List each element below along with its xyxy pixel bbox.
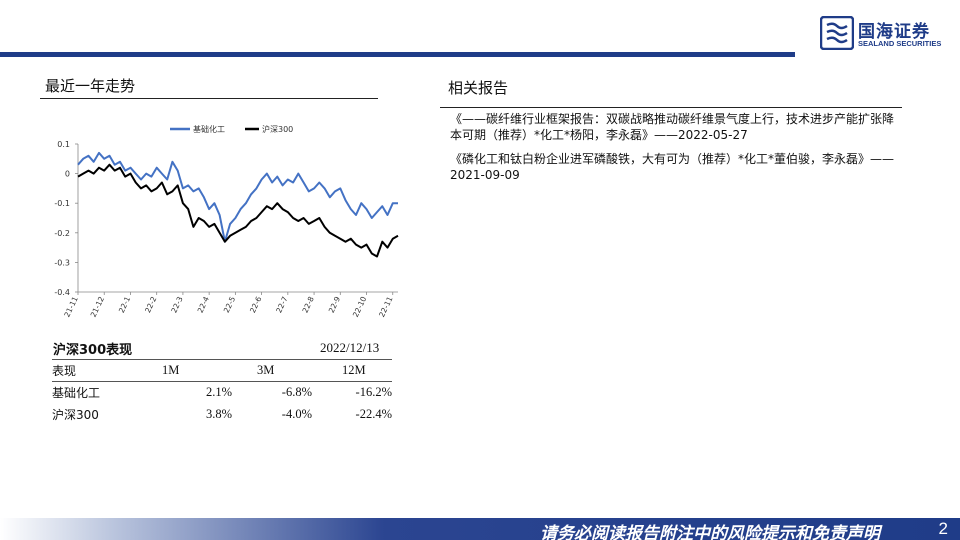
related-reports-title: 相关报告	[448, 79, 509, 97]
trend-line-chart: 基础化工 沪深300 0.10-0.1-0.2-0.3-0.4 21-11 21-…	[54, 124, 399, 319]
series-layer	[77, 151, 399, 258]
disclaimer-text: 请务必阅读报告附注中的风险提示和免责声明	[540, 524, 880, 540]
row-name: 基础化工	[52, 386, 101, 401]
related-report-item[interactable]: 《磷化工和钛白粉企业进军磷酸铁，大有可为（推荐）*化工*董伯骏，李永磊》——20…	[450, 152, 895, 182]
row-3m: -6.8%	[281, 385, 312, 400]
sealand-logo: 国海证券 SEALAND SECURITIES	[820, 16, 955, 52]
series-line-chem	[77, 151, 398, 243]
row-3m: -4.0%	[281, 407, 312, 421]
footer-bar: 请务必阅读报告附注中的风险提示和免责声明 2	[0, 518, 960, 540]
x-tick-label: 22-11	[377, 295, 394, 319]
x-tick-label: 22-5	[222, 295, 237, 314]
col-header-1m: 1M	[162, 359, 232, 382]
table-header-row: 表现 1M 3M 12M	[52, 359, 392, 382]
row-1m: 3.8%	[205, 407, 232, 421]
x-tick-label: 22-3	[169, 295, 184, 314]
recent-year-trend-title: 最近一年走势	[45, 77, 136, 95]
y-tick-label: -0.2	[54, 229, 70, 238]
y-tick-label: -0.3	[54, 258, 70, 267]
logo-english-name: SEALAND SECURITIES	[858, 39, 942, 48]
row-12m: -22.4%	[355, 407, 392, 421]
right-title-rule	[440, 107, 902, 108]
x-tick-label: 22-6	[248, 295, 263, 314]
row-name: 沪深300	[52, 408, 99, 422]
y-tick-label: -0.1	[54, 199, 70, 208]
col-header-label: 表现	[52, 359, 162, 382]
table-row: 基础化工 2.1% -6.8% -16.2%	[52, 382, 392, 404]
related-report-item[interactable]: 《——碳纤维行业框架报告：双碳战略推动碳纤维景气度上行，技术进步产能扩张降本可期…	[450, 112, 895, 142]
row-1m: 2.1%	[205, 385, 232, 400]
y-tick-label: -0.4	[54, 288, 70, 297]
y-axis: 0.1 0 -0.1 -0.2 -0.3 -0.4	[54, 140, 79, 297]
legend-label-chem: 基础化工	[193, 124, 225, 134]
performance-table: 表现 1M 3M 12M 基础化工 2.1% -6.8% -16.2% 沪深30…	[52, 359, 392, 426]
x-tick-label: 22-2	[143, 295, 158, 314]
chart-legend: 基础化工 沪深300	[170, 124, 293, 134]
index-performance-title: 沪深300表现	[53, 343, 133, 358]
table-row: 沪深300 3.8% -4.0% -22.4%	[52, 404, 392, 426]
header-bar	[0, 52, 795, 57]
x-tick-label: 22-10	[351, 295, 368, 319]
x-tick-label: 22-9	[327, 295, 342, 314]
x-tick-label: 22-8	[301, 295, 316, 314]
legend-label-index: 沪深300	[262, 124, 293, 134]
page-number: 2	[938, 519, 948, 538]
x-tick-label: 21-12	[89, 295, 106, 319]
sealand-logo-icon	[820, 16, 854, 50]
x-tick-label: 22-1	[117, 295, 132, 314]
col-header-3m: 3M	[232, 359, 312, 382]
performance-date: 2022/12/13	[320, 340, 380, 355]
x-tick-label: 22-7	[274, 295, 289, 314]
col-header-12m: 12M	[312, 359, 392, 382]
left-title-rule	[40, 98, 378, 99]
x-axis: 21-11 21-12 22-1 22-2 22-3 22-4 22-5 22-6 22-7 22…	[62, 291, 398, 319]
logo-chinese-name: 国海证券	[858, 22, 930, 42]
y-tick-label: 0.1	[57, 140, 70, 149]
x-tick-label: 21-11	[62, 295, 79, 319]
y-tick-label: 0	[65, 170, 70, 179]
x-tick-label: 22-4	[196, 295, 211, 314]
series-line-index	[77, 163, 399, 258]
row-12m: -16.2%	[355, 385, 392, 400]
